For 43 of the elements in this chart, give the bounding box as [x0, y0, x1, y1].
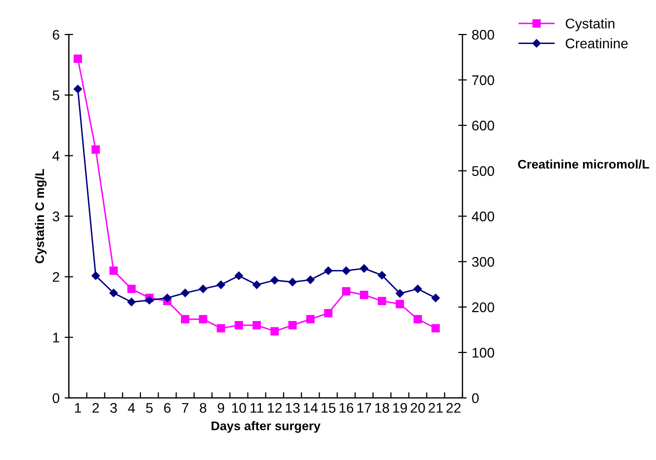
x-tick-label: 11 — [250, 403, 264, 413]
x-tick-label: 21 — [428, 402, 443, 413]
x-tick-label: 6 — [164, 402, 171, 413]
x-tick-label: 20 — [410, 402, 425, 413]
y2-axis-title: Creatinine micromol/L — [518, 160, 650, 169]
y-axis-title: Cystatin C mg/L — [34, 169, 47, 264]
x-tick-label: 18 — [375, 402, 390, 413]
x-axis-title: Days after surgery — [212, 421, 321, 433]
x-tick-label: 5 — [146, 403, 153, 413]
x-tick-label: 7 — [182, 403, 188, 413]
x-tick-label: 8 — [200, 402, 206, 413]
x-tick-label: 13 — [286, 402, 300, 413]
x-tick-label: 17 — [357, 403, 372, 413]
y2-tick-label: 0 — [472, 393, 479, 404]
x-tick-label: 22 — [446, 402, 461, 413]
x-tick-label: 4 — [128, 403, 135, 413]
y2-tick-label: 500 — [472, 166, 494, 176]
x-tick-label: 16 — [340, 402, 354, 413]
x-tick-label: 9 — [218, 402, 224, 413]
legend-label: Cystatin — [566, 18, 614, 32]
y-tick-label: 5 — [52, 90, 60, 100]
y-tick-label: 2 — [52, 272, 60, 282]
x-tick-label: 10 — [232, 402, 246, 413]
legend-label: Creatinine — [566, 38, 628, 48]
y-tick-label: 0 — [52, 393, 60, 404]
y2-tick-label: 200 — [472, 302, 494, 312]
x-tick-label: 15 — [322, 403, 336, 413]
y2-tick-label: 400 — [472, 212, 494, 222]
x-tick-label: 14 — [304, 403, 318, 413]
x-tick-label: 19 — [393, 402, 407, 413]
y-tick-label: 3 — [52, 212, 60, 222]
y2-tick-label: 300 — [472, 256, 494, 267]
y-tick-label: 6 — [52, 30, 60, 40]
y2-tick-label: 800 — [472, 30, 494, 40]
x-tick-label: 2 — [92, 402, 99, 413]
x-tick-label: 1 — [75, 403, 82, 413]
y-tick-label: 4 — [52, 151, 60, 161]
y2-tick-label: 100 — [472, 348, 494, 358]
x-tick-label: 12 — [268, 402, 282, 413]
y2-tick-label: 700 — [472, 75, 494, 86]
y2-tick-label: 600 — [472, 120, 494, 131]
x-tick-label: 3 — [110, 402, 117, 413]
y-tick-label: 1 — [53, 332, 60, 342]
